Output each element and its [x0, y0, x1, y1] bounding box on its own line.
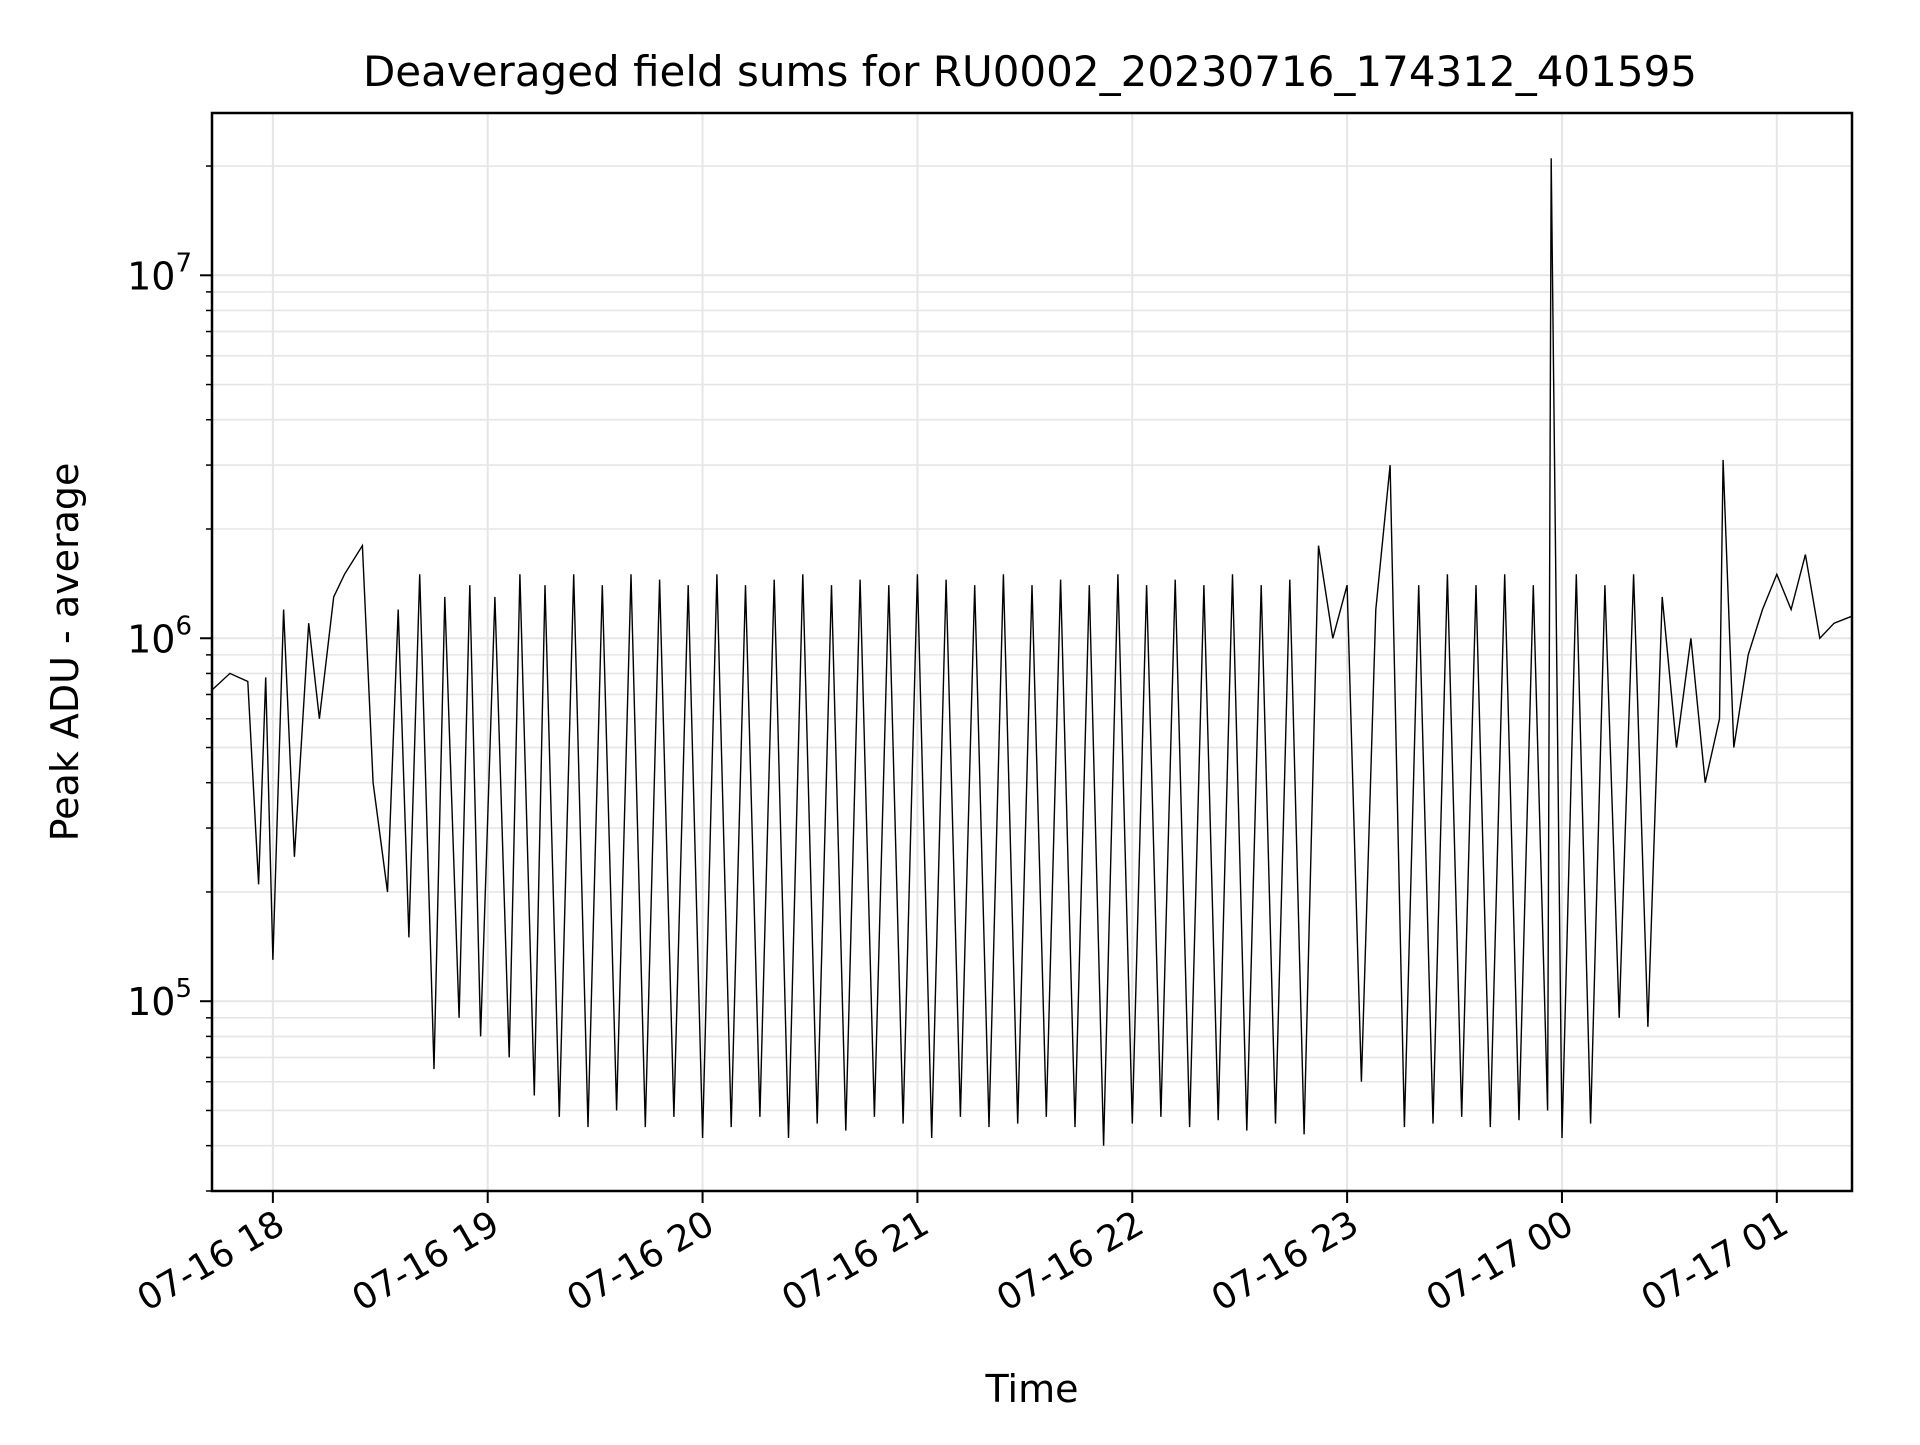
y-axis: 105 106 107 [127, 165, 212, 1192]
y-tick-label: 105 [127, 974, 192, 1024]
y-tick-label: 106 [127, 611, 192, 661]
plot-frame [210, 111, 1854, 1193]
y-axis-label: Peak ADU - average [43, 463, 87, 842]
series-line [211, 158, 1853, 1146]
chart-title: Deaveraged field sums for RU0002_2023071… [363, 47, 1697, 96]
y-tick-label: 107 [127, 248, 192, 298]
x-axis-label: Time [985, 1367, 1079, 1411]
series-layer [211, 158, 1853, 1146]
